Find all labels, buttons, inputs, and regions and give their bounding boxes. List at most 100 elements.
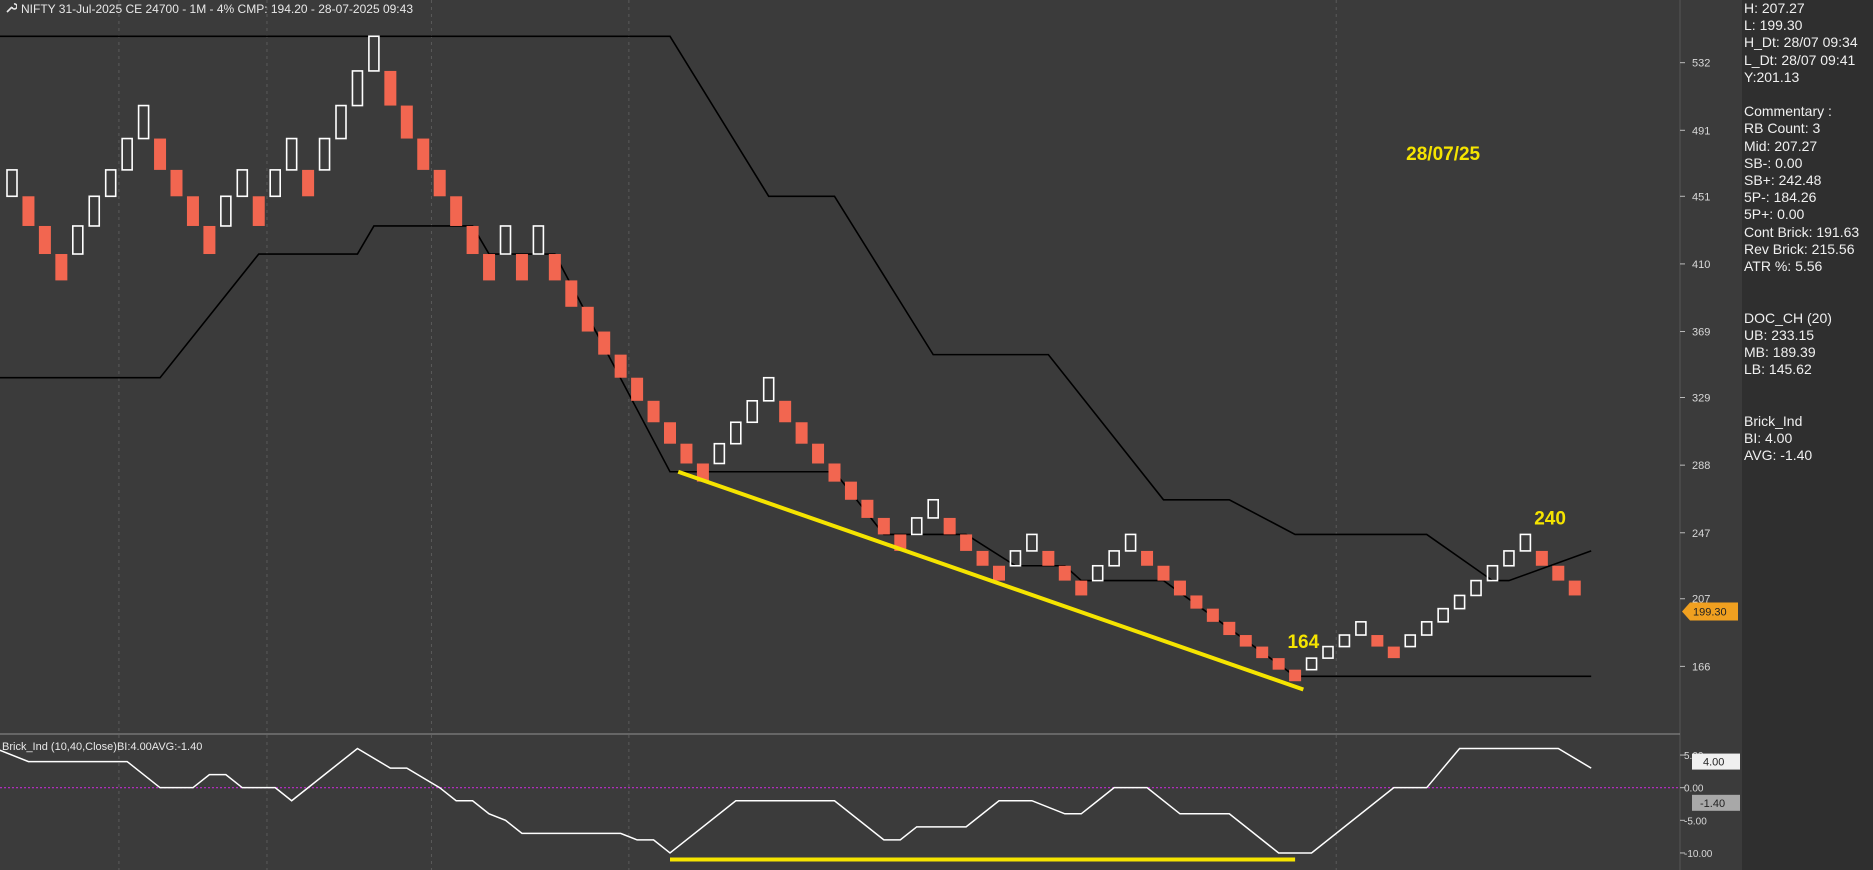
brick-up [910,517,923,536]
y-tick-label: 247 [1692,528,1710,540]
brick-down [450,196,463,226]
side-info-line: 5P+: 0.00 [1744,206,1805,223]
renko-bricks [6,35,1581,682]
brick-up [1519,533,1532,552]
y-tick-label: 166 [1692,661,1710,673]
brick-down [779,400,792,423]
side-info-line: UB: 233.15 [1744,326,1815,343]
side-info-line: AVG: -1.40 [1744,447,1813,464]
brick-up [746,400,759,424]
brick-down [384,70,397,106]
brick-up [1437,607,1449,623]
brick-down [1075,580,1088,596]
side-gap [1742,292,1873,309]
price-grid [118,0,1337,870]
brick-up [1108,550,1120,567]
side-info-line: Mid: 207.27 [1744,137,1818,154]
y-tick-label: 410 [1692,259,1710,271]
side-info-line: SB+: 242.48 [1744,172,1822,189]
brick-down [976,550,989,566]
brick-down [1272,658,1285,670]
brick-up [1338,634,1351,648]
side-info-line: RB Count: 3 [1744,120,1821,137]
y-tick-label: 329 [1692,393,1710,405]
brick-down [55,254,68,281]
brick-down [1042,550,1055,566]
annotation-label: 240 [1534,509,1566,530]
brick-up [1305,657,1318,671]
brick-up [351,70,364,107]
brick-up [499,225,512,255]
brick-up [1503,550,1515,567]
brick-down [1157,565,1170,581]
support-trendline [677,469,1304,692]
brick-up [269,169,282,198]
side-gap [1742,275,1873,292]
brick-down [400,105,413,139]
brick-down [22,196,35,226]
price-tag-label: 199.30 [1693,606,1727,618]
brick-down [828,463,841,482]
brick-up [1404,634,1417,648]
side-info-line: Y:201.13 [1744,68,1800,85]
brick-down [302,169,315,197]
side-info-line: Brick_Ind [1744,412,1803,429]
y-tick-label: 288 [1692,460,1710,472]
brick-down [203,225,216,255]
brick-down [680,443,693,464]
indicator-tick-label: 0.00 [1684,784,1704,795]
brick-down [1173,580,1186,596]
brick-down [483,254,496,281]
brick-down [170,169,183,197]
brick-up [729,421,742,445]
brick-down [1387,646,1400,659]
y-tick-label: 451 [1692,191,1710,203]
annotation-label: 28/07/25 [1406,144,1480,165]
brick-up [1355,621,1367,636]
side-info-line: L_Dt: 28/07 09:41 [1744,51,1856,68]
side-gap [1742,378,1873,395]
brick-up [1124,533,1137,552]
price-tag-shape [1682,602,1738,621]
brick-down [1535,550,1548,566]
brick-down [993,565,1005,581]
brick-up [927,498,940,519]
brick-down [1239,635,1252,647]
brick-up [1322,645,1334,659]
brick-down [565,280,578,307]
y-tick-label: 491 [1692,125,1710,137]
side-info-line: H_Dt: 28/07 09:34 [1744,34,1858,51]
indicator-title: Brick_Ind (10,40,Close)BI:4.00AVG:-1.40 [2,741,202,753]
trendline [677,469,1304,692]
brick-down [548,254,561,281]
chart-background [0,0,1680,870]
brick-down [1256,646,1269,659]
brick-down [844,481,857,500]
brick-up [1486,564,1499,582]
brick-down [960,534,973,551]
chart-title: NIFTY 31-Jul-2025 CE 24700 - 1M - 4% CMP… [21,2,413,16]
brick-up [88,195,101,227]
brick-down [598,331,611,355]
brick-up [318,137,331,171]
brick-up [121,137,133,171]
side-info-line: BI: 4.00 [1744,430,1793,446]
indicator-value-box [1692,753,1740,770]
brick-up [137,104,150,140]
brick-down [1206,608,1219,622]
brick-up [1420,621,1433,636]
brick-up [762,376,775,402]
brick-up [1470,579,1482,597]
brick-down [664,422,676,444]
side-info-line: Commentary : [1744,103,1832,120]
side-info-line: 5P-: 184.26 [1744,189,1817,206]
indicator-value-label: 4.00 [1703,757,1724,769]
brick-down [1058,565,1071,581]
wrench-icon[interactable] [6,2,18,16]
brick-down [696,463,709,482]
side-gap [1742,396,1873,413]
brick-up [335,104,347,140]
brick-down [1371,635,1384,647]
